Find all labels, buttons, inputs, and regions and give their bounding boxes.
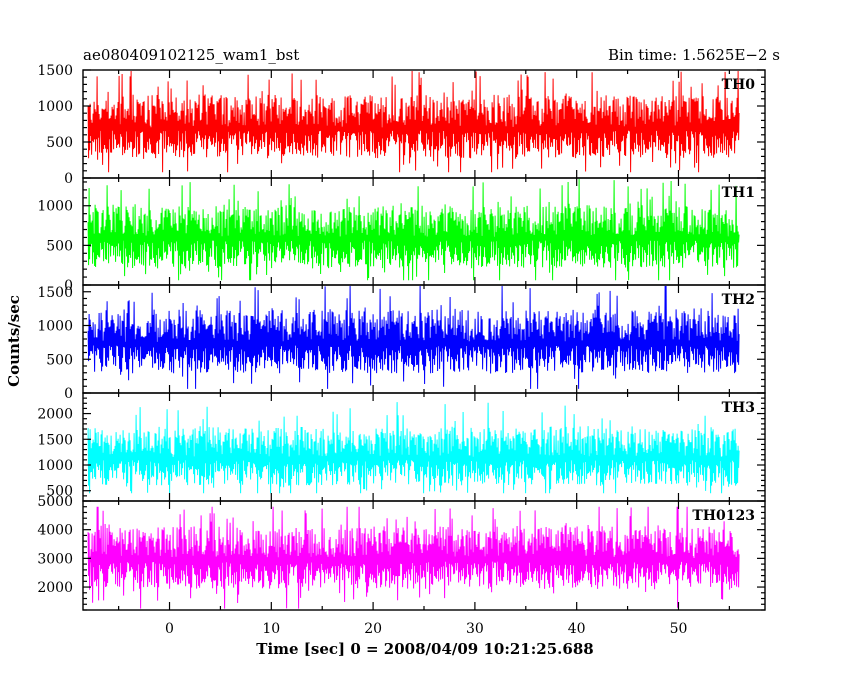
panel-label-th0123: TH0123 [692, 508, 755, 524]
y-tick-label: 2000 [37, 407, 73, 423]
x-tick-label: 50 [670, 621, 688, 637]
x-tick-label: 20 [364, 621, 382, 637]
x-tick-label: 0 [165, 621, 174, 637]
panel-th2: 0 500 1000 1500 TH2 [37, 284, 766, 402]
panel-label-th3: TH3 [722, 400, 755, 416]
y-tick-label: 4000 [37, 523, 73, 539]
series-line-th3 [87, 402, 740, 494]
y-tick-label: 2000 [37, 580, 73, 596]
chart-title-left: ae080409102125_wam1_bst [83, 46, 299, 64]
x-axis-label: Time [sec] 0 = 2008/04/09 10:21:25.688 [256, 640, 593, 658]
y-tick-label: 500 [46, 484, 73, 500]
y-tick-label: 1500 [37, 432, 73, 448]
x-tick-label: 40 [568, 621, 586, 637]
y-tick-label: 3000 [37, 551, 73, 567]
panel-label-th2: TH2 [722, 292, 755, 308]
y-tick-label: 1000 [37, 458, 73, 474]
y-tick-label: 1500 [37, 285, 73, 301]
y-tick-label: 5000 [37, 494, 73, 510]
series-line-th1 [87, 178, 740, 281]
panel-th1: 0 500 1000 TH1 [37, 177, 766, 294]
y-tick-label: 0 [64, 171, 73, 187]
chart-title-right: Bin time: 1.5625E−2 s [608, 46, 780, 64]
x-tick-label: 10 [262, 621, 280, 637]
y-tick-label: 1000 [37, 199, 73, 215]
y-tick-label: 0 [64, 278, 73, 294]
y-tick-label: 500 [46, 352, 73, 368]
y-tick-label: 0 [64, 386, 73, 402]
x-tick-label: 30 [466, 621, 484, 637]
panel-th0123: 2000 3000 4000 5000 TH0123 [37, 494, 766, 611]
panels: 0 500 1000 1500 TH0 0 500 1000 TH1 0 500 1000 1500 TH… [37, 63, 766, 611]
panel-label-th0: TH0 [722, 77, 756, 93]
series-line-th2 [87, 285, 740, 389]
series-line-th0123 [87, 506, 740, 609]
y-tick-label: 1000 [37, 319, 73, 335]
panel-th0: 0 500 1000 1500 TH0 [37, 63, 766, 187]
series-line-th0 [87, 70, 740, 173]
panel-label-th1: TH1 [722, 185, 755, 201]
x-axis: 0 10 20 30 40 50 [165, 621, 687, 637]
panel-th3: 500 1000 1500 2000 TH3 [37, 392, 766, 502]
y-tick-label: 1500 [37, 63, 73, 79]
y-tick-label: 500 [46, 135, 73, 151]
y-axis-label: Counts/sec [5, 295, 23, 387]
y-tick-label: 1000 [37, 99, 73, 115]
y-tick-label: 500 [46, 238, 73, 254]
